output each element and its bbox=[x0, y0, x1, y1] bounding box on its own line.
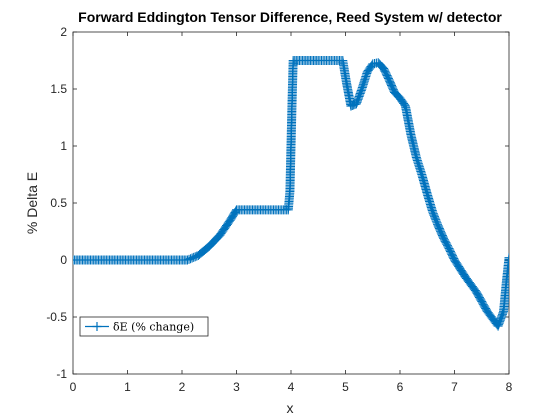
x-axis-label: x bbox=[287, 400, 294, 416]
x-tick-label: 1 bbox=[124, 380, 131, 394]
x-tick-label: 5 bbox=[342, 380, 349, 394]
x-tick-label: 4 bbox=[288, 380, 295, 394]
x-tick-labels: 0 1 2 3 4 5 6 7 8 bbox=[70, 380, 513, 394]
data-point-marker bbox=[504, 253, 509, 263]
x-tick-label: 8 bbox=[506, 380, 513, 394]
series-layer bbox=[73, 56, 509, 331]
y-tick-label: 1.5 bbox=[50, 82, 67, 96]
y-tick-label: 1 bbox=[60, 139, 67, 153]
x-tick-label: 3 bbox=[233, 380, 240, 394]
legend-box bbox=[79, 316, 209, 337]
y-tick-label: -0.5 bbox=[46, 310, 67, 324]
y-tick-label: -1 bbox=[56, 367, 67, 381]
x-tick-label: 0 bbox=[70, 380, 77, 394]
axis-ticks bbox=[72, 31, 510, 375]
y-axis-label: % Delta E bbox=[24, 172, 40, 234]
y-tick-labels: -1 -0.5 0 0.5 1 1.5 2 bbox=[46, 25, 67, 381]
y-tick-label: 0.5 bbox=[50, 196, 67, 210]
x-tick-label: 6 bbox=[397, 380, 404, 394]
y-tick-label: 0 bbox=[60, 253, 67, 267]
legend-label: δE (% change) bbox=[113, 321, 194, 334]
legend-marker-plus bbox=[92, 322, 102, 331]
chart-title: Forward Eddington Tensor Difference, Ree… bbox=[78, 9, 502, 25]
x-tick-label: 7 bbox=[451, 380, 458, 394]
legend: δE (% change) bbox=[79, 316, 209, 337]
x-tick-label: 2 bbox=[179, 380, 186, 394]
y-tick-label: 2 bbox=[60, 25, 67, 39]
data-point-marker bbox=[231, 206, 241, 216]
